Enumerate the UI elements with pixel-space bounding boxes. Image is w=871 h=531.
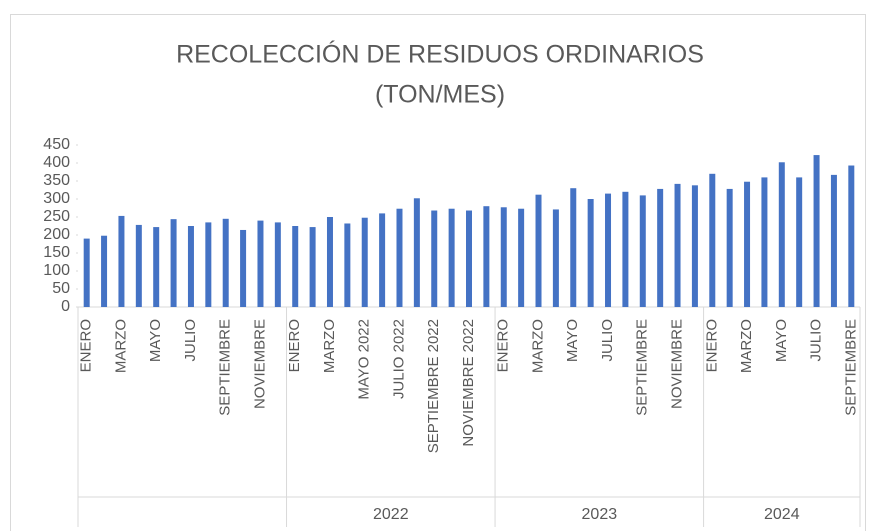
x-tick-label: MARZO [321, 319, 338, 373]
x-tick-label: NOVIEMBRE [251, 319, 268, 409]
bar [691, 185, 698, 307]
bar [240, 229, 247, 307]
bar [587, 199, 594, 307]
bar [344, 223, 351, 307]
bar [639, 195, 646, 307]
x-tick-label: SEPTIEMBRE [634, 319, 651, 416]
x-tick-label: MARZO [112, 319, 129, 373]
chart-title: RECOLECCIÓN DE RESIDUOS ORDINARIOS [176, 40, 704, 69]
bar [396, 208, 403, 307]
y-tick-label: 0 [61, 298, 70, 315]
bar [153, 227, 160, 307]
x-tick-label: JULIO [599, 319, 616, 362]
bar [448, 208, 455, 307]
bar [500, 207, 507, 307]
bar [796, 177, 803, 307]
x-tick-label: NOVIEMBRE [669, 319, 686, 409]
x-tick-label: ENERO [286, 319, 303, 372]
bar [101, 235, 108, 307]
bar [552, 209, 559, 307]
bar [674, 183, 681, 307]
bar [135, 224, 142, 307]
x-tick-label: MAYO [147, 319, 164, 362]
y-tick-label: 100 [43, 262, 70, 279]
y-tick-label: 150 [43, 244, 70, 261]
bar [761, 177, 768, 307]
bar [535, 194, 542, 307]
y-tick-label: 200 [43, 226, 70, 243]
x-tick-label: MAYO 2022 [356, 319, 373, 400]
y-tick-label: 400 [43, 154, 70, 171]
bar [570, 188, 577, 307]
bar [744, 181, 751, 307]
x-tick-label: MARZO [529, 319, 546, 373]
bar [274, 222, 281, 307]
x-tick-label: JULIO [182, 319, 199, 362]
group-label: 2024 [764, 506, 800, 523]
bar [605, 193, 612, 307]
y-tick-label: 350 [43, 172, 70, 189]
bar [222, 218, 229, 307]
group-label: 2023 [582, 506, 618, 523]
x-tick-label: SEPTIEMBRE 2022 [425, 319, 442, 453]
bar [848, 165, 855, 307]
bar [483, 206, 490, 307]
bar [726, 188, 733, 307]
bar [309, 227, 316, 307]
bar [379, 213, 386, 307]
x-tick-label: ENERO [78, 319, 95, 372]
bar [813, 155, 820, 307]
x-tick-label: SEPTIEMBRE [217, 319, 234, 416]
bar [170, 219, 177, 307]
bar [292, 226, 299, 307]
group-label: 2022 [373, 506, 409, 523]
x-tick-label: MAYO [564, 319, 581, 362]
bar [187, 226, 194, 307]
bar [361, 217, 368, 307]
bar [205, 222, 212, 307]
x-tick-label: JULIO [808, 319, 825, 362]
bar [778, 162, 785, 307]
y-tick-label: 50 [52, 280, 70, 297]
bar [257, 220, 264, 307]
x-tick-label: JULIO 2022 [390, 319, 407, 399]
bar [657, 188, 664, 307]
bar [622, 191, 629, 307]
y-tick-label: 300 [43, 190, 70, 207]
bar [830, 174, 837, 307]
x-tick-label: ENERO [703, 319, 720, 372]
chart-border [10, 14, 866, 531]
x-tick-label: NOVIEMBRE 2022 [460, 319, 477, 447]
bar [709, 173, 716, 307]
y-tick-label: 250 [43, 208, 70, 225]
y-tick-label: 450 [43, 136, 70, 153]
bar [518, 208, 525, 307]
chart-title: (TON/MES) [375, 81, 505, 109]
x-tick-label: SEPTIEMBRE [842, 319, 859, 416]
bar [326, 217, 333, 307]
x-tick-label: MARZO [738, 319, 755, 373]
x-tick-label: MAYO [773, 319, 790, 362]
bar [83, 238, 90, 307]
bar [466, 210, 472, 307]
bar [431, 210, 438, 307]
x-tick-label: ENERO [495, 319, 512, 372]
bar [413, 198, 420, 307]
bar [118, 215, 125, 307]
